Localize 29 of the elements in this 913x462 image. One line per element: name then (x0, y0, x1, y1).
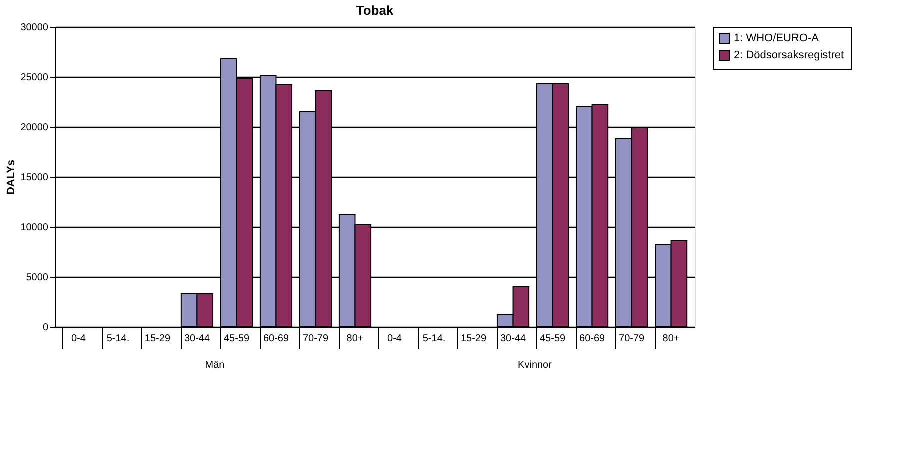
y-tick-label: 0 (42, 322, 49, 334)
x-tick-label: 80+ (662, 334, 680, 344)
x-tick-label: 30-44 (500, 334, 526, 344)
y-tick-label: 15000 (20, 172, 49, 184)
x-tick-label: 60-69 (263, 334, 290, 344)
x-tick-label: 70-79 (302, 334, 329, 344)
y-tick-label: 30000 (20, 22, 49, 34)
x-tick-label: 0-4 (71, 334, 86, 344)
x-tick-label: 5-14. (106, 334, 130, 344)
y-axis-title: DALYs (6, 160, 18, 196)
x-tick-label: 60-69 (579, 334, 606, 344)
text: Män (205, 360, 225, 371)
x-tick-label: 5-14. (422, 334, 446, 344)
x-tick-label: 30-44 (184, 334, 210, 344)
x-tick-label: 80+ (346, 334, 364, 344)
y-tick-label: 20000 (20, 122, 49, 134)
y-tick-label: 5000 (26, 272, 49, 284)
text: Kvinnor (518, 360, 553, 371)
x-tick-label: 0-4 (388, 334, 402, 344)
chart-title: Tobak (356, 3, 394, 18)
x-tick-label: 15-29 (144, 334, 171, 344)
legend-label: 1: WHO/EURO-A (734, 32, 820, 44)
x-tick-label: 70-79 (619, 334, 646, 344)
x-tick-label: 15-29 (460, 334, 487, 344)
x-tick-label: 45-59 (224, 334, 250, 344)
y-tick-label: 10000 (20, 222, 49, 234)
x-tick-label: 45-59 (540, 334, 566, 344)
legend-label: 2: Dödsorsaksregistret (734, 50, 844, 62)
y-tick-label: 25000 (20, 72, 49, 84)
